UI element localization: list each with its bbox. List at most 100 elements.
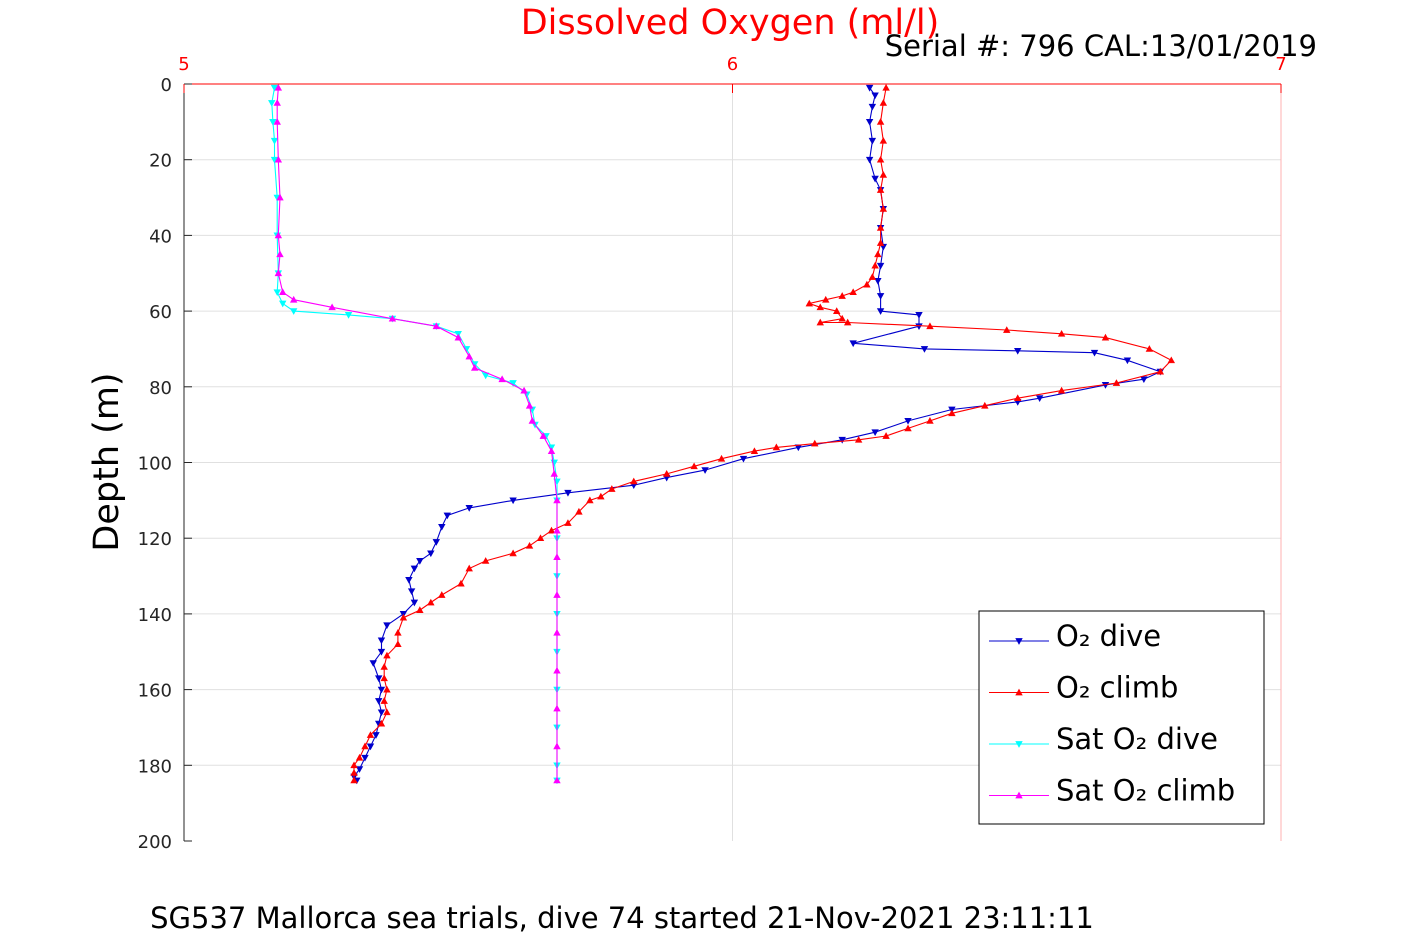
data-point: [377, 719, 386, 727]
data-point: [394, 640, 402, 648]
data-point: [375, 675, 383, 683]
data-point: [427, 598, 435, 606]
data-point: [904, 424, 912, 432]
data-point: [915, 312, 923, 319]
data-point: [838, 292, 846, 299]
data-point: [1101, 333, 1110, 341]
data-point: [273, 99, 281, 106]
data-point: [882, 432, 890, 439]
data-point: [438, 591, 446, 598]
data-point: [926, 322, 934, 330]
data-point: [868, 103, 877, 111]
x-tick-label: 7: [1275, 54, 1286, 75]
legend-label: Sat O₂ dive: [1056, 722, 1218, 756]
data-point: [481, 557, 490, 564]
data-point: [553, 591, 561, 598]
data-point: [279, 288, 287, 296]
data-point: [1014, 394, 1022, 402]
y-axis-label: Depth (m): [87, 372, 127, 551]
data-point: [874, 277, 882, 285]
data-point: [528, 417, 537, 424]
data-point: [539, 432, 547, 439]
y-tick-label: 20: [149, 151, 172, 172]
data-point: [383, 622, 391, 630]
data-point: [871, 175, 879, 183]
data-point: [547, 526, 556, 534]
data-point: [876, 293, 885, 300]
data-point: [838, 314, 846, 322]
y-tick-label: 40: [149, 226, 172, 247]
data-point: [1167, 356, 1176, 364]
data-point: [739, 455, 748, 463]
data-point: [355, 766, 364, 773]
data-point: [289, 308, 298, 315]
data-point: [1057, 329, 1066, 337]
data-point: [816, 303, 824, 311]
data-point: [269, 118, 277, 126]
data-point: [1145, 345, 1154, 352]
data-point: [520, 386, 528, 394]
data-point: [597, 492, 605, 500]
data-point: [432, 322, 441, 330]
data-point: [586, 496, 594, 504]
legend-swatch-marker: [1015, 688, 1023, 696]
data-point: [772, 443, 781, 451]
data-point: [816, 318, 824, 326]
data-point: [274, 269, 283, 277]
data-point: [564, 489, 572, 497]
series-2: [350, 83, 1176, 784]
series-4: [273, 83, 561, 784]
data-point: [1014, 347, 1022, 355]
data-point: [350, 776, 358, 784]
data-point: [865, 84, 874, 92]
data-point: [536, 534, 545, 542]
data-point: [344, 312, 353, 319]
legend-label: Sat O₂ climb: [1056, 774, 1235, 808]
legend-label: O₂ dive: [1056, 619, 1161, 653]
data-point: [355, 753, 364, 761]
data-point: [273, 118, 281, 125]
y-tick-label: 100: [138, 454, 172, 475]
data-point: [432, 539, 441, 546]
data-point: [822, 295, 830, 303]
data-point: [416, 606, 424, 613]
data-point: [498, 375, 506, 383]
data-point: [876, 155, 885, 163]
legend-label: O₂ climb: [1056, 671, 1178, 705]
data-point: [879, 205, 888, 212]
data-point: [1090, 349, 1099, 357]
data-point: [1057, 386, 1066, 394]
legend-item: O₂ dive: [989, 619, 1161, 653]
data-point: [871, 92, 879, 100]
y-tick-label: 120: [138, 529, 172, 550]
data-point: [377, 637, 386, 645]
series-layer: [268, 83, 1176, 785]
data-point: [981, 401, 989, 409]
data-point: [874, 250, 882, 258]
x-tick-label: 6: [727, 54, 738, 75]
data-point: [876, 262, 885, 270]
data-point: [361, 742, 369, 750]
data-point: [553, 742, 561, 750]
chart-subtitle: Serial #: 796 CAL:13/01/2019: [885, 29, 1317, 63]
data-point: [525, 541, 534, 549]
data-point: [879, 99, 888, 106]
data-point: [274, 83, 283, 91]
data-point: [1123, 357, 1132, 365]
data-point: [865, 118, 874, 126]
data-point: [465, 564, 473, 572]
data-point: [849, 340, 857, 348]
data-point: [276, 250, 284, 258]
data-point: [470, 364, 479, 371]
data-point: [383, 708, 391, 716]
data-point: [550, 470, 558, 477]
data-point: [388, 314, 397, 322]
data-point: [274, 155, 283, 163]
data-point: [380, 663, 388, 670]
legend-box: [978, 610, 1265, 825]
legend-swatch-marker: [1015, 791, 1023, 799]
data-point: [553, 629, 561, 636]
data-point: [876, 308, 885, 315]
legend-item: Sat O₂ dive: [989, 722, 1218, 756]
